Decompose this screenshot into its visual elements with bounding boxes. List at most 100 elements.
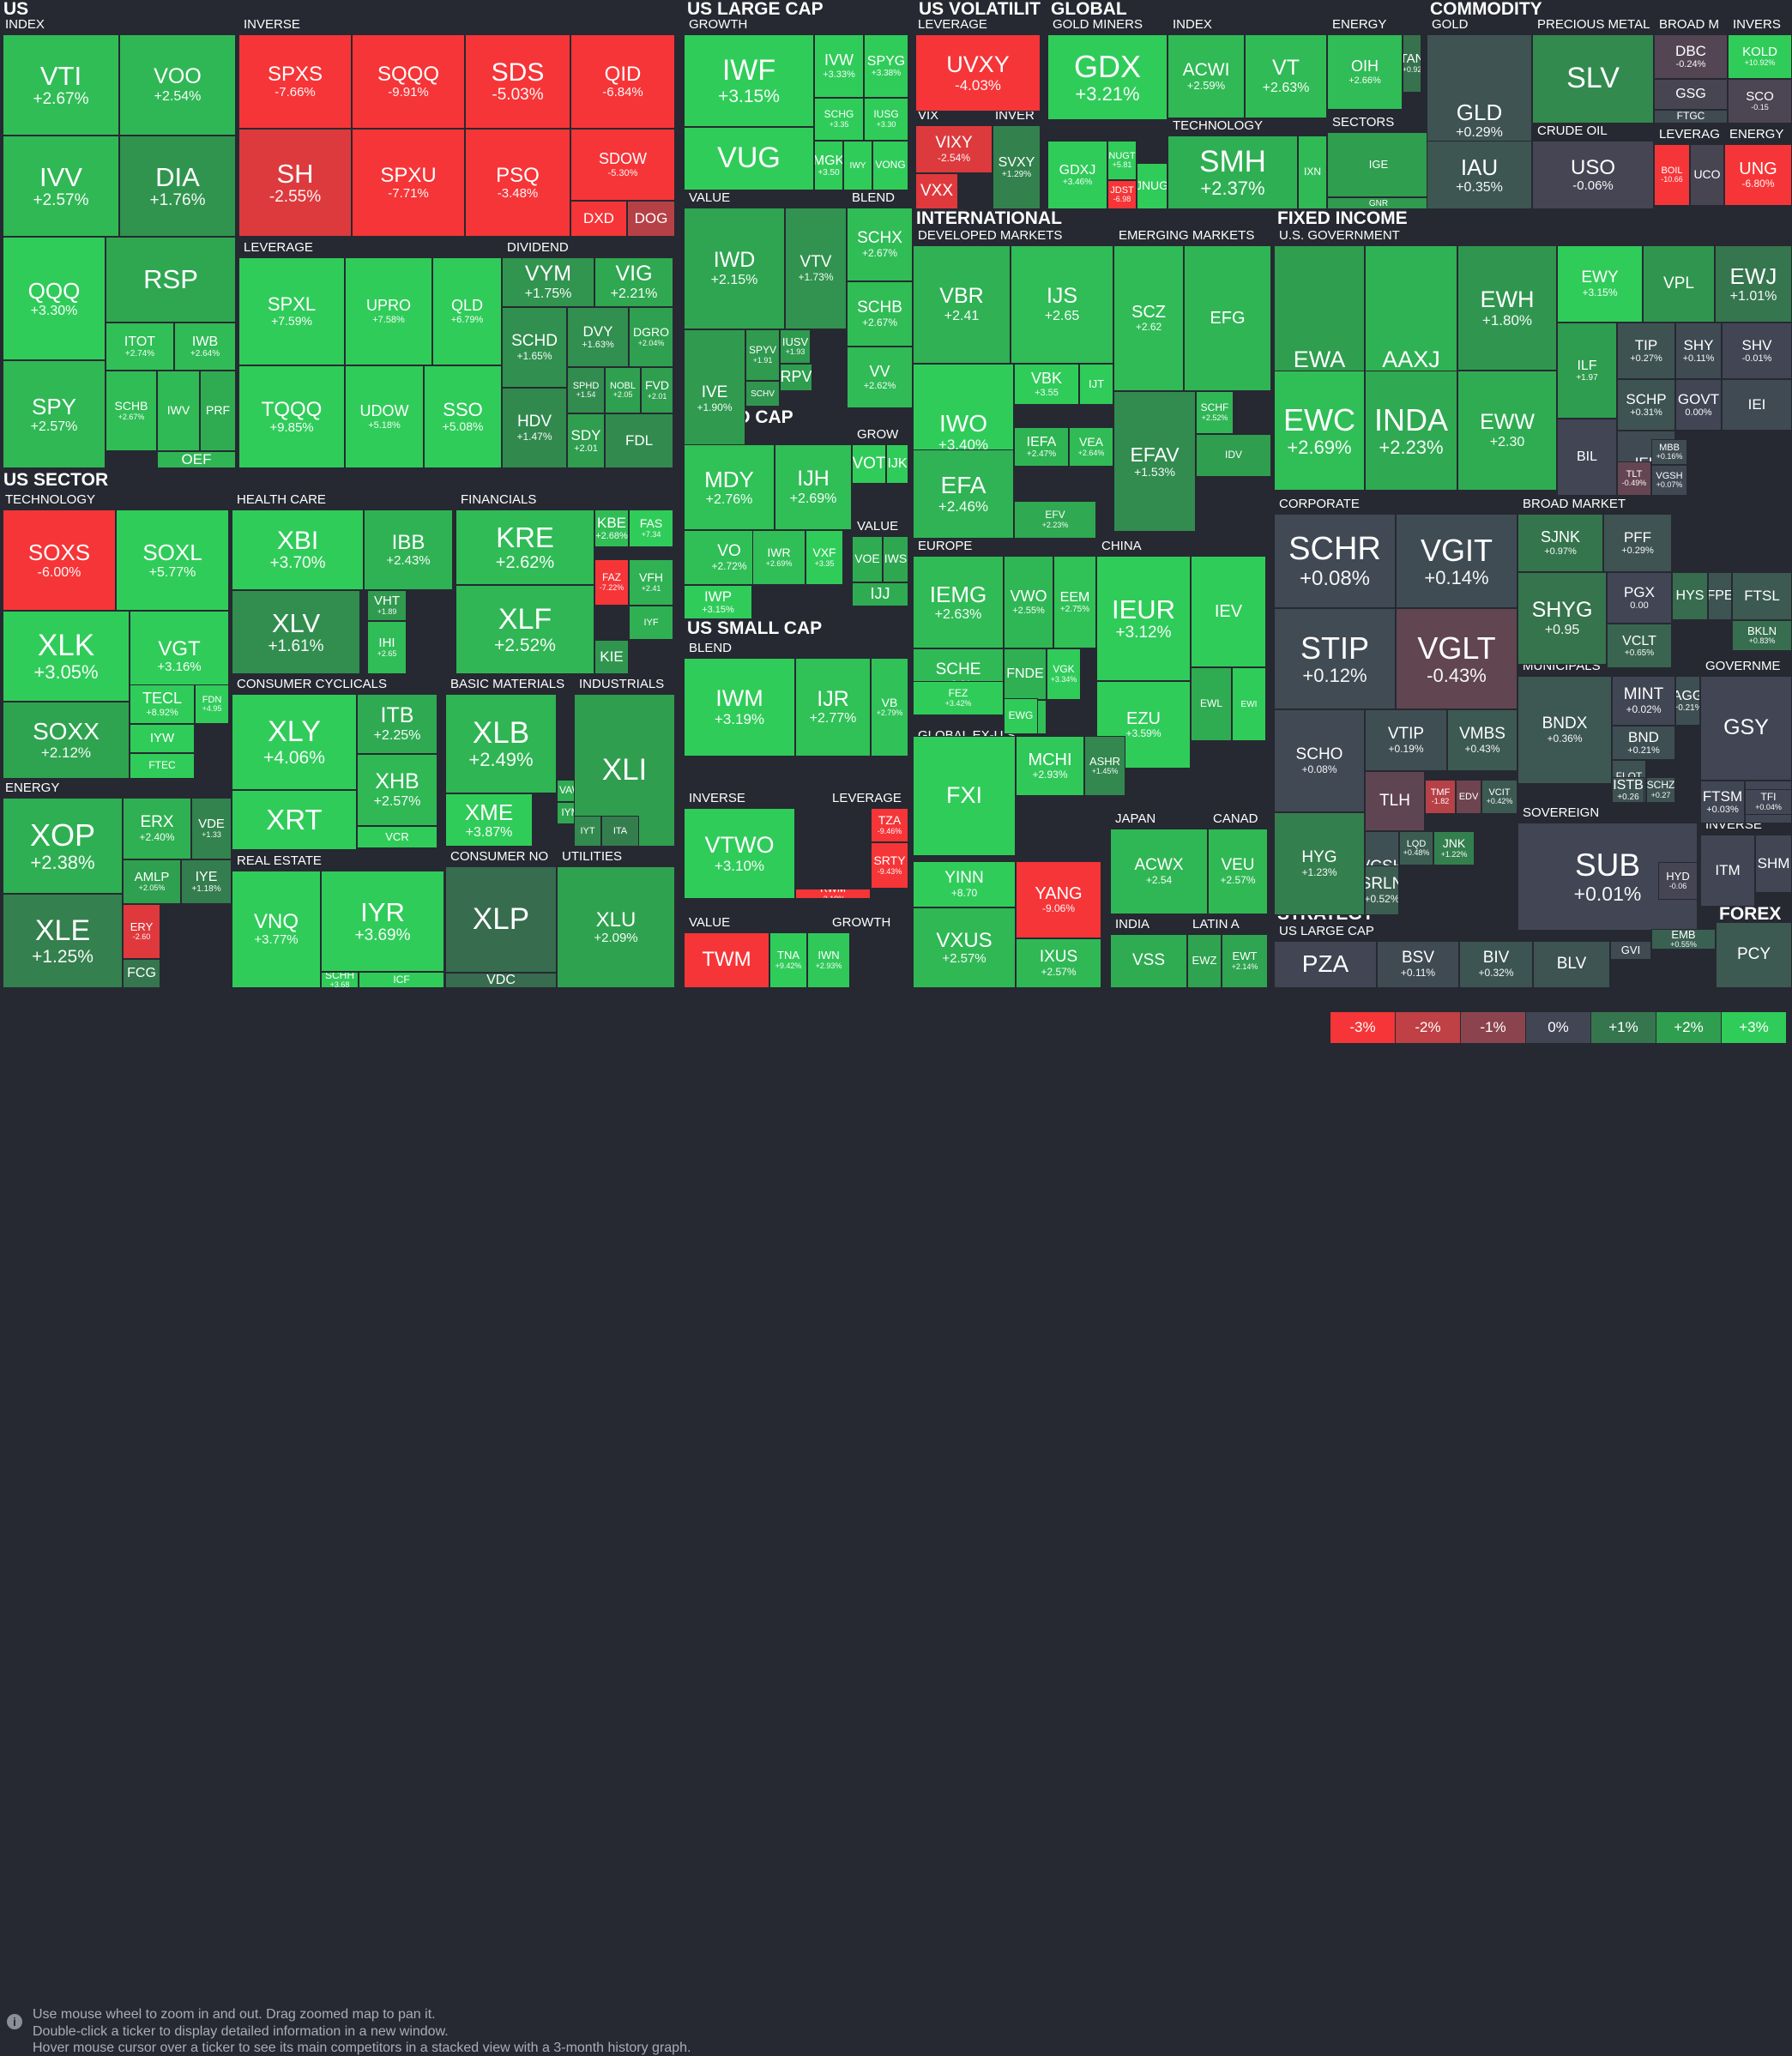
ticker-tile[interactable]: SPY +2.57% xyxy=(3,360,106,468)
ticker-tile[interactable]: EEM +2.75% xyxy=(1053,556,1096,648)
ticker-tile[interactable]: HDV +1.47% xyxy=(502,388,567,468)
ticker-tile[interactable]: SDY +2.01 xyxy=(567,413,605,468)
ticker-tile[interactable]: GDXJ +3.46% xyxy=(1047,141,1107,209)
ticker-tile[interactable]: VOO +2.54% xyxy=(119,34,236,136)
ticker-tile[interactable]: ERX +2.40% xyxy=(123,798,191,859)
ticker-tile[interactable]: VIXY -2.54% xyxy=(915,125,993,173)
ticker-tile[interactable]: FCG xyxy=(123,959,160,988)
ticker-tile[interactable]: SDOW -5.30% xyxy=(570,129,675,201)
ticker-tile[interactable]: IWV xyxy=(157,371,200,451)
ticker-tile[interactable]: GNR xyxy=(1327,197,1430,209)
ticker-tile[interactable]: KBE +2.68% xyxy=(594,509,629,547)
ticker-tile[interactable]: SCO -0.15 xyxy=(1728,79,1792,124)
ticker-tile[interactable]: VNQ +3.77% xyxy=(232,871,321,988)
ticker-tile[interactable]: IWY xyxy=(843,141,872,190)
ticker-tile[interactable]: SCHG +3.35 xyxy=(814,98,864,141)
ticker-tile[interactable]: FAS +7.34 xyxy=(629,509,673,547)
ticker-tile[interactable]: IEV xyxy=(1191,556,1266,667)
ticker-tile[interactable]: QQQ +3.30% xyxy=(3,237,106,360)
ticker-tile[interactable]: TLT -0.49% xyxy=(1617,461,1651,496)
ticker-tile[interactable]: AMLP +2.05% xyxy=(123,859,181,904)
ticker-tile[interactable]: SRTY -9.43% xyxy=(871,842,908,889)
ticker-tile[interactable]: DGRO +2.04% xyxy=(629,307,673,367)
ticker-tile[interactable]: FPE xyxy=(1708,572,1732,620)
ticker-tile[interactable]: VB +2.79% xyxy=(871,658,908,757)
ticker-tile[interactable]: SRLN+0.52% xyxy=(1365,865,1399,915)
ticker-tile[interactable]: TQQQ +9.85% xyxy=(238,365,345,468)
ticker-tile[interactable]: XLF +2.52% xyxy=(456,585,594,674)
ticker-tile[interactable]: ILF +1.97 xyxy=(1557,323,1617,419)
ticker-tile[interactable]: IUSV +1.93 xyxy=(780,329,811,364)
ticker-tile[interactable]: IWD +2.15% xyxy=(684,208,785,329)
ticker-tile[interactable]: VV +2.62% xyxy=(847,347,913,408)
ticker-tile[interactable]: EFG xyxy=(1184,245,1271,391)
ticker-tile[interactable]: NOBL +2.05 xyxy=(605,367,641,413)
ticker-tile[interactable]: SOXL +5.77% xyxy=(116,509,229,611)
ticker-tile[interactable]: XLU +2.09% xyxy=(557,866,675,988)
ticker-tile[interactable]: SCHX +2.67% xyxy=(847,208,913,281)
ticker-tile[interactable]: TLH xyxy=(1365,771,1425,831)
ticker-tile[interactable]: VONG xyxy=(872,141,908,190)
ticker-tile[interactable]: ITB +2.25% xyxy=(357,694,437,754)
ticker-tile[interactable]: ERY -2.60 xyxy=(123,904,160,959)
ticker-tile[interactable]: VGIT +0.14% xyxy=(1396,514,1517,608)
ticker-tile[interactable]: VUG xyxy=(684,127,814,190)
ticker-tile[interactable]: EFAV +1.53% xyxy=(1113,391,1196,532)
ticker-tile[interactable]: VDC xyxy=(445,973,557,988)
ticker-tile[interactable]: LQD +0.48% xyxy=(1399,831,1433,865)
ticker-tile[interactable]: MINT +0.02% xyxy=(1612,676,1675,726)
ticker-tile[interactable]: SDS -5.03% xyxy=(465,34,570,129)
ticker-tile[interactable]: HYD -0.06 xyxy=(1658,862,1698,900)
ticker-tile[interactable]: MDY +2.76% xyxy=(684,444,775,530)
ticker-tile[interactable]: SHY +0.11% xyxy=(1675,323,1722,379)
ticker-tile[interactable]: FVD +2.01 xyxy=(641,367,673,413)
ticker-tile[interactable]: XLV +1.61% xyxy=(232,590,360,674)
ticker-tile[interactable]: XRT xyxy=(232,790,357,850)
ticker-tile[interactable]: IWS xyxy=(883,536,908,582)
ticker-tile[interactable]: SSO +5.08% xyxy=(424,365,502,468)
ticker-tile[interactable]: PRF xyxy=(200,371,236,451)
ticker-tile[interactable]: IWM +3.19% xyxy=(684,658,795,757)
ticker-tile[interactable]: HYS xyxy=(1672,572,1708,620)
ticker-tile[interactable]: DXD xyxy=(570,201,627,237)
ticker-tile[interactable]: GSG xyxy=(1654,79,1728,110)
ticker-tile[interactable]: FTGC xyxy=(1654,110,1728,124)
ticker-tile[interactable]: ITA xyxy=(601,816,639,847)
ticker-tile[interactable]: SPXS -7.66% xyxy=(238,34,352,129)
ticker-tile[interactable]: BKLN +0.83% xyxy=(1732,620,1792,651)
ticker-tile[interactable]: IWR +2.69% xyxy=(752,530,805,585)
ticker-tile[interactable]: IWN +2.93% xyxy=(807,932,850,988)
ticker-tile[interactable]: MCHI +2.93% xyxy=(1016,736,1084,796)
ticker-tile[interactable]: IYE +1.18% xyxy=(181,859,232,904)
ticker-tile[interactable]: OIH +2.66% xyxy=(1327,34,1403,110)
ticker-tile[interactable]: INDA +2.23% xyxy=(1365,371,1457,491)
ticker-tile[interactable]: SJNK +0.97% xyxy=(1517,514,1603,572)
ticker-tile[interactable]: FNDE xyxy=(1004,648,1047,700)
ticker-tile[interactable]: VHT +1.89 xyxy=(367,590,407,621)
ticker-tile[interactable]: ITM xyxy=(1700,835,1755,907)
ticker-tile[interactable]: IJT xyxy=(1079,364,1113,405)
ticker-tile[interactable]: VCR xyxy=(357,826,437,848)
ticker-tile[interactable]: IYT xyxy=(574,816,601,847)
ticker-tile[interactable]: EWY +3.15% xyxy=(1557,245,1643,323)
ticker-tile[interactable]: SVXY +1.29% xyxy=(993,125,1041,209)
ticker-tile[interactable]: IEFA +2.47% xyxy=(1014,427,1069,467)
ticker-tile[interactable]: VDE +1.33 xyxy=(191,798,232,859)
ticker-tile[interactable]: XBI +3.70% xyxy=(232,509,364,590)
ticker-tile[interactable]: VXX xyxy=(915,173,958,209)
ticker-tile[interactable]: BOIL -10.66 xyxy=(1654,144,1690,206)
ticker-tile[interactable]: XOP +2.38% xyxy=(3,798,123,894)
ticker-tile[interactable]: TZA -9.46% xyxy=(871,808,908,842)
ticker-tile[interactable]: RWM -3.19% xyxy=(795,889,871,899)
ticker-tile[interactable]: SCHP +0.31% xyxy=(1617,379,1675,431)
ticker-tile[interactable]: BIV +0.32% xyxy=(1459,941,1533,988)
ticker-tile[interactable]: VOT xyxy=(852,444,886,484)
ticker-tile[interactable]: TAN+0.92 xyxy=(1403,34,1421,93)
ticker-tile[interactable]: IWB +2.64% xyxy=(174,323,236,371)
ticker-tile[interactable]: QID -6.84% xyxy=(570,34,675,129)
ticker-tile[interactable]: DVY +1.63% xyxy=(567,307,629,367)
ticker-tile[interactable]: TWM xyxy=(684,932,769,988)
ticker-tile[interactable]: SMH +2.37% xyxy=(1168,136,1298,209)
ticker-tile[interactable]: DBC -0.24% xyxy=(1654,34,1728,79)
ticker-tile[interactable]: UCO xyxy=(1690,144,1724,206)
